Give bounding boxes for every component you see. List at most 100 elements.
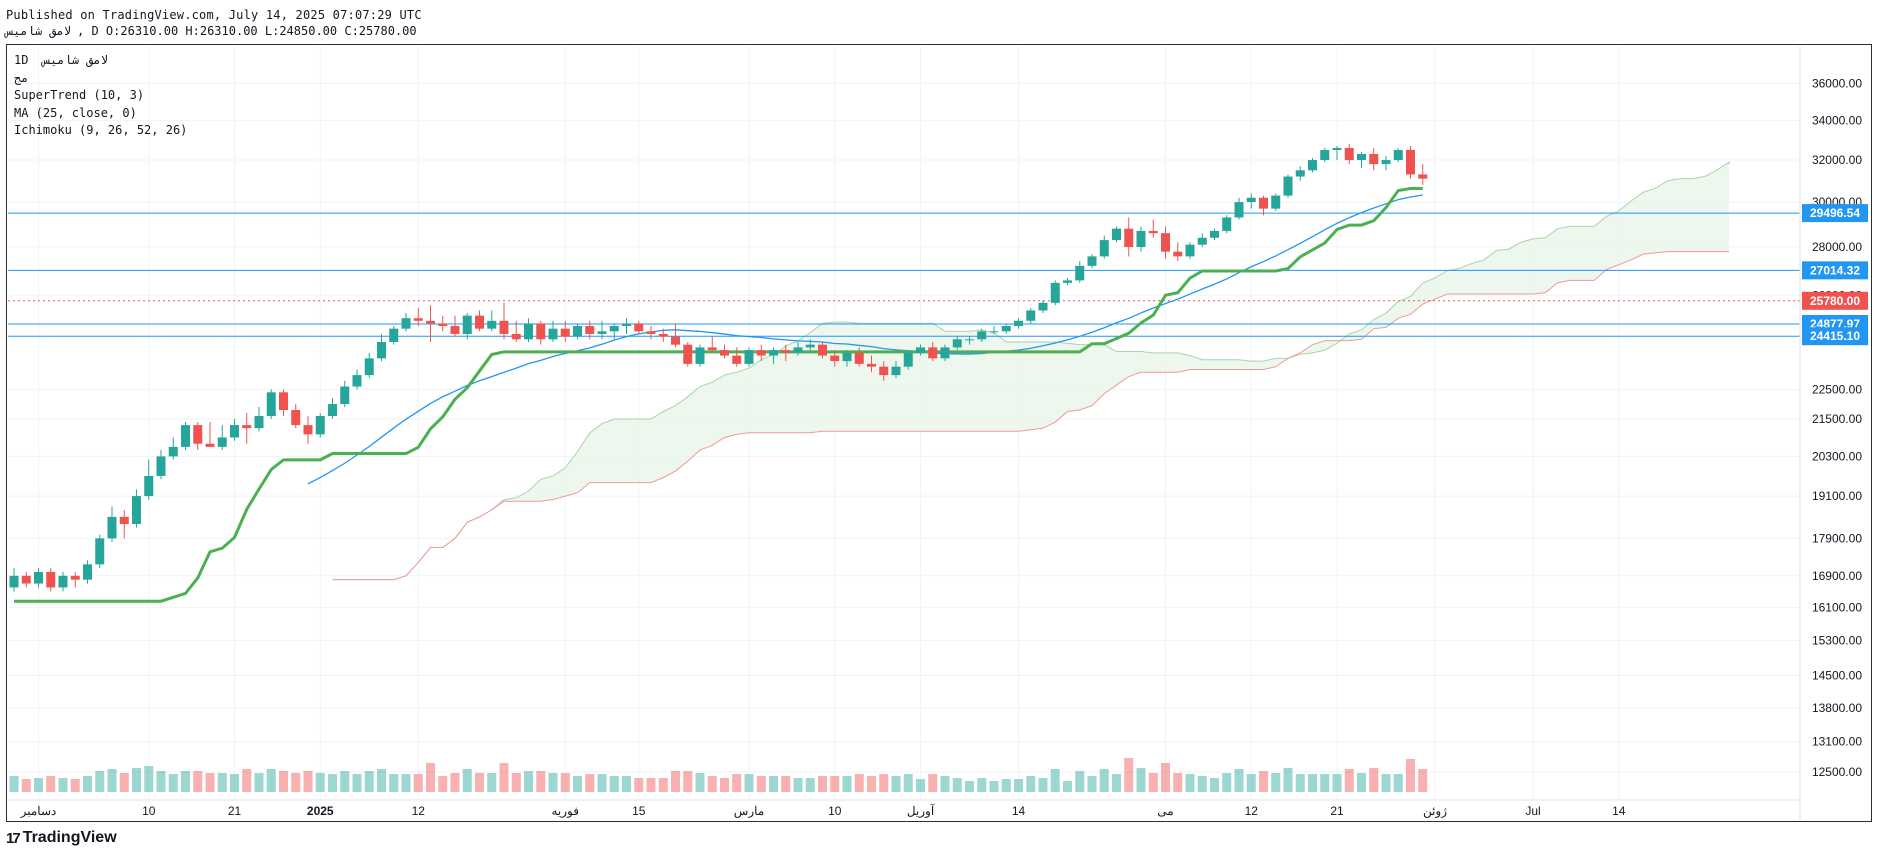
candle-body: [940, 347, 950, 359]
volume-bar: [1026, 776, 1036, 792]
candle-body: [879, 366, 889, 376]
volume-bar: [156, 771, 166, 792]
candle-body: [132, 496, 141, 524]
price-tick-label: 14500.00: [1812, 669, 1862, 683]
candle-body: [818, 344, 827, 356]
volume-bar: [1124, 758, 1134, 792]
candle-body: [1173, 251, 1183, 257]
candle-body: [1381, 160, 1391, 165]
volume-bar: [597, 774, 607, 792]
candle-body: [1418, 174, 1428, 179]
time-tick-label: دسامبر: [20, 804, 57, 818]
candle-body: [1357, 153, 1366, 161]
candle-body: [46, 571, 56, 588]
volume-bar: [438, 776, 448, 792]
candle-body: [781, 350, 791, 353]
volume-bar: [279, 771, 288, 792]
candle-body: [1332, 147, 1342, 150]
candle-body: [1001, 326, 1011, 332]
price-tick-label: 12500.00: [1812, 765, 1862, 779]
candle-body: [952, 339, 962, 348]
volume-bar: [205, 773, 215, 792]
time-tick-label: 14: [1612, 804, 1626, 818]
candle-body: [340, 386, 350, 405]
volume-bar: [1099, 769, 1109, 792]
candle-body: [377, 341, 386, 359]
candle-body: [842, 352, 852, 362]
candle-body: [1038, 302, 1048, 311]
volume-bar: [560, 773, 570, 792]
candle-body: [438, 323, 448, 327]
candle-body: [1197, 237, 1207, 245]
price-tick-label: 17900.00: [1812, 531, 1862, 545]
candle-body: [266, 392, 276, 416]
candle-body: [646, 331, 656, 334]
price-tick-label: 16900.00: [1812, 569, 1862, 583]
volume-bar: [756, 776, 766, 792]
chart-frame[interactable]: [6, 44, 1872, 822]
volume-bar: [1381, 774, 1391, 792]
volume-bar: [511, 773, 521, 792]
candle-body: [1112, 228, 1121, 241]
volume-bar: [671, 771, 680, 792]
volume-bar: [781, 776, 791, 792]
time-tick-label: 12: [1245, 804, 1259, 818]
candle-body: [95, 538, 105, 565]
time-tick-label: مارس: [734, 804, 765, 818]
candle-body: [58, 575, 68, 588]
candle-body: [9, 575, 19, 588]
volume-bar: [95, 771, 105, 792]
volume-bar: [58, 778, 68, 792]
volume-bar: [634, 778, 644, 792]
ohlc-values: , D O:26310.00 H:26310.00 L:24850.00 C:2…: [77, 24, 417, 38]
candle-body: [916, 347, 925, 353]
volume-bar: [426, 763, 435, 792]
time-tick-label: 10: [142, 804, 156, 818]
volume-bar: [1369, 768, 1379, 792]
time-tick-label: ژوئن: [1423, 804, 1447, 818]
volume-bar: [916, 779, 925, 792]
time-tick-label: 15: [632, 804, 646, 818]
candle-body: [903, 352, 913, 367]
ichimoku-cloud: [332, 161, 1730, 581]
published-note: Published on TradingView.com, July 14, 2…: [6, 8, 422, 22]
tradingview-logo: 17 TradingView: [6, 829, 117, 847]
candle-body: [1185, 244, 1195, 257]
candle-body: [707, 347, 717, 351]
volume-bar: [315, 773, 325, 792]
candle-body: [1124, 228, 1134, 248]
candle-body: [805, 344, 815, 348]
candle-body: [585, 326, 595, 334]
volume-bar: [132, 768, 141, 792]
volume-bar: [744, 774, 754, 792]
time-tick-label: می: [1157, 804, 1173, 818]
volume-bar: [818, 776, 827, 792]
candle-body: [560, 328, 570, 337]
moving-average: [307, 194, 1423, 485]
candle-body: [34, 571, 43, 584]
volume-bar: [695, 773, 705, 792]
volume-bar: [720, 778, 729, 792]
time-tick-label: فوریه: [551, 804, 579, 818]
candle-body: [1136, 230, 1146, 248]
candle-body: [352, 375, 362, 387]
volume-bar: [977, 778, 987, 792]
candle-body: [683, 344, 693, 364]
volume-bar: [21, 779, 31, 792]
candle-body: [21, 575, 31, 584]
candle-body: [1063, 280, 1072, 283]
volume-bar: [1173, 773, 1183, 792]
volume-bar: [462, 769, 472, 792]
volume-bar: [707, 776, 717, 792]
legend-symbol: 1D لامق شامیس: [14, 53, 108, 67]
candle-body: [1271, 195, 1281, 209]
time-axis: دسامبر 10 21 2025 12 فوریه 15 مارس 10 آوریل 14 می 12…: [8, 799, 1800, 818]
candle-body: [965, 339, 974, 341]
tradingview-logo-text: TradingView: [22, 829, 117, 846]
volume-bar: [1234, 769, 1244, 792]
candle-body: [989, 331, 999, 333]
candle-body: [1099, 240, 1109, 257]
candle-body: [303, 425, 313, 435]
volume-bar: [193, 771, 203, 792]
